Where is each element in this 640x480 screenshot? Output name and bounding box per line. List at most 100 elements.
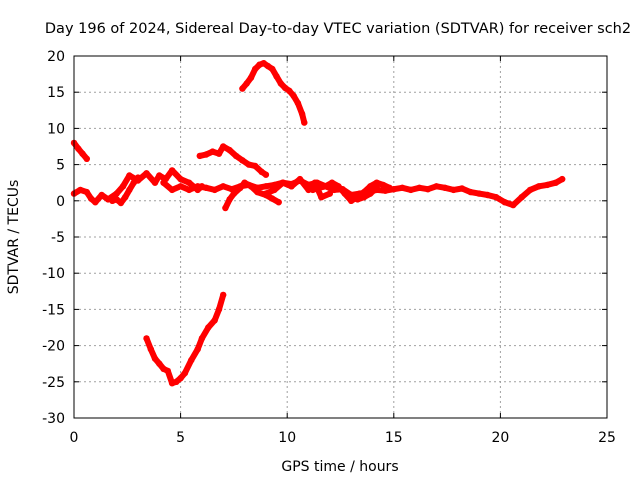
data-point: [177, 183, 184, 190]
x-axis-label: GPS time / hours: [281, 459, 398, 475]
y-tick-label: -15: [42, 302, 65, 318]
data-point: [188, 356, 195, 364]
data-point: [326, 190, 333, 197]
data-point: [226, 196, 233, 203]
data-point: [77, 186, 84, 194]
data-point: [245, 161, 252, 168]
data-point: [262, 190, 270, 197]
data-point: [433, 183, 440, 190]
data-point: [441, 184, 449, 191]
data-point: [552, 179, 559, 186]
data-point: [194, 183, 201, 190]
data-point: [247, 183, 255, 190]
data-point: [130, 179, 137, 186]
data-point: [450, 186, 457, 194]
data-point: [168, 186, 176, 194]
series-line: [71, 139, 90, 162]
data-point: [222, 204, 229, 212]
y-tick-label: 15: [47, 85, 65, 101]
data-point: [535, 183, 542, 190]
data-point: [220, 291, 227, 299]
data-point: [286, 87, 293, 95]
data-point: [147, 346, 154, 353]
data-point: [117, 199, 125, 207]
data-point: [407, 186, 415, 194]
x-tick-label: 15: [385, 430, 403, 446]
data-point: [330, 186, 338, 194]
data-point: [510, 201, 517, 209]
data-point: [243, 80, 250, 87]
data-point: [215, 150, 223, 157]
data-point: [318, 194, 325, 201]
data-point: [98, 191, 105, 199]
data-point: [226, 146, 233, 154]
series-line: [354, 184, 380, 203]
data-point: [185, 186, 193, 194]
y-tick-label: 5: [56, 158, 65, 174]
data-point: [316, 184, 323, 191]
series-line: [239, 60, 308, 126]
data-point: [279, 179, 287, 186]
data-point: [126, 172, 133, 179]
data-point: [173, 378, 180, 385]
data-point: [87, 195, 95, 202]
data-point: [75, 145, 82, 152]
data-point: [160, 179, 167, 186]
data-point: [475, 190, 483, 197]
series-arc-k: [354, 184, 380, 203]
data-point: [271, 186, 278, 194]
data-point: [367, 183, 374, 190]
data-point: [232, 152, 240, 160]
data-point: [113, 196, 120, 203]
data-point: [196, 152, 203, 160]
tick-layer: 0 5 10 15 20 25 -30 -25 -20 -15 -10 -5 0 5 10 15 20: [42, 49, 616, 446]
data-point: [239, 85, 246, 92]
data-point: [294, 99, 302, 107]
chart-title: Day 196 of 2024, Sidereal Day-to-day VTE…: [45, 21, 631, 37]
series-arc-e: [196, 143, 270, 178]
grid-layer: [74, 56, 607, 418]
data-point: [518, 194, 525, 201]
data-point: [254, 188, 261, 196]
data-point: [335, 183, 342, 190]
y-tick-label: -5: [51, 230, 65, 246]
data-point: [386, 184, 393, 191]
data-point: [348, 197, 355, 204]
data-point: [298, 110, 306, 118]
data-point: [328, 179, 336, 186]
x-tick-label: 0: [70, 430, 79, 446]
data-point: [143, 170, 150, 177]
data-point: [247, 74, 255, 81]
x-tick-label: 25: [598, 430, 616, 446]
data-point: [79, 150, 86, 157]
data-point: [527, 186, 534, 194]
data-point: [203, 184, 210, 191]
data-point: [151, 355, 159, 362]
data-point: [177, 375, 184, 382]
data-point: [354, 196, 361, 203]
data-point: [164, 367, 171, 375]
series-arc-c: [109, 174, 142, 207]
data-point: [194, 346, 201, 353]
data-point: [379, 181, 387, 189]
x-tick-label: 20: [491, 430, 509, 446]
data-point: [269, 195, 276, 202]
data-point: [237, 184, 244, 191]
series-layer: [70, 60, 566, 387]
y-tick-label: -30: [42, 411, 65, 427]
data-point: [156, 172, 163, 179]
data-point: [151, 179, 159, 186]
data-point: [322, 183, 329, 190]
data-point: [492, 194, 500, 201]
x-tick-label: 10: [278, 430, 296, 446]
data-point: [484, 191, 491, 199]
data-point: [458, 185, 466, 192]
data-point: [416, 184, 423, 191]
data-point: [273, 73, 280, 80]
data-point: [501, 199, 508, 206]
y-tick-label: 20: [47, 49, 65, 65]
data-point: [211, 186, 218, 194]
data-point: [177, 175, 184, 183]
series-arc-a: [70, 139, 91, 162]
y-tick-label: 10: [47, 121, 65, 137]
